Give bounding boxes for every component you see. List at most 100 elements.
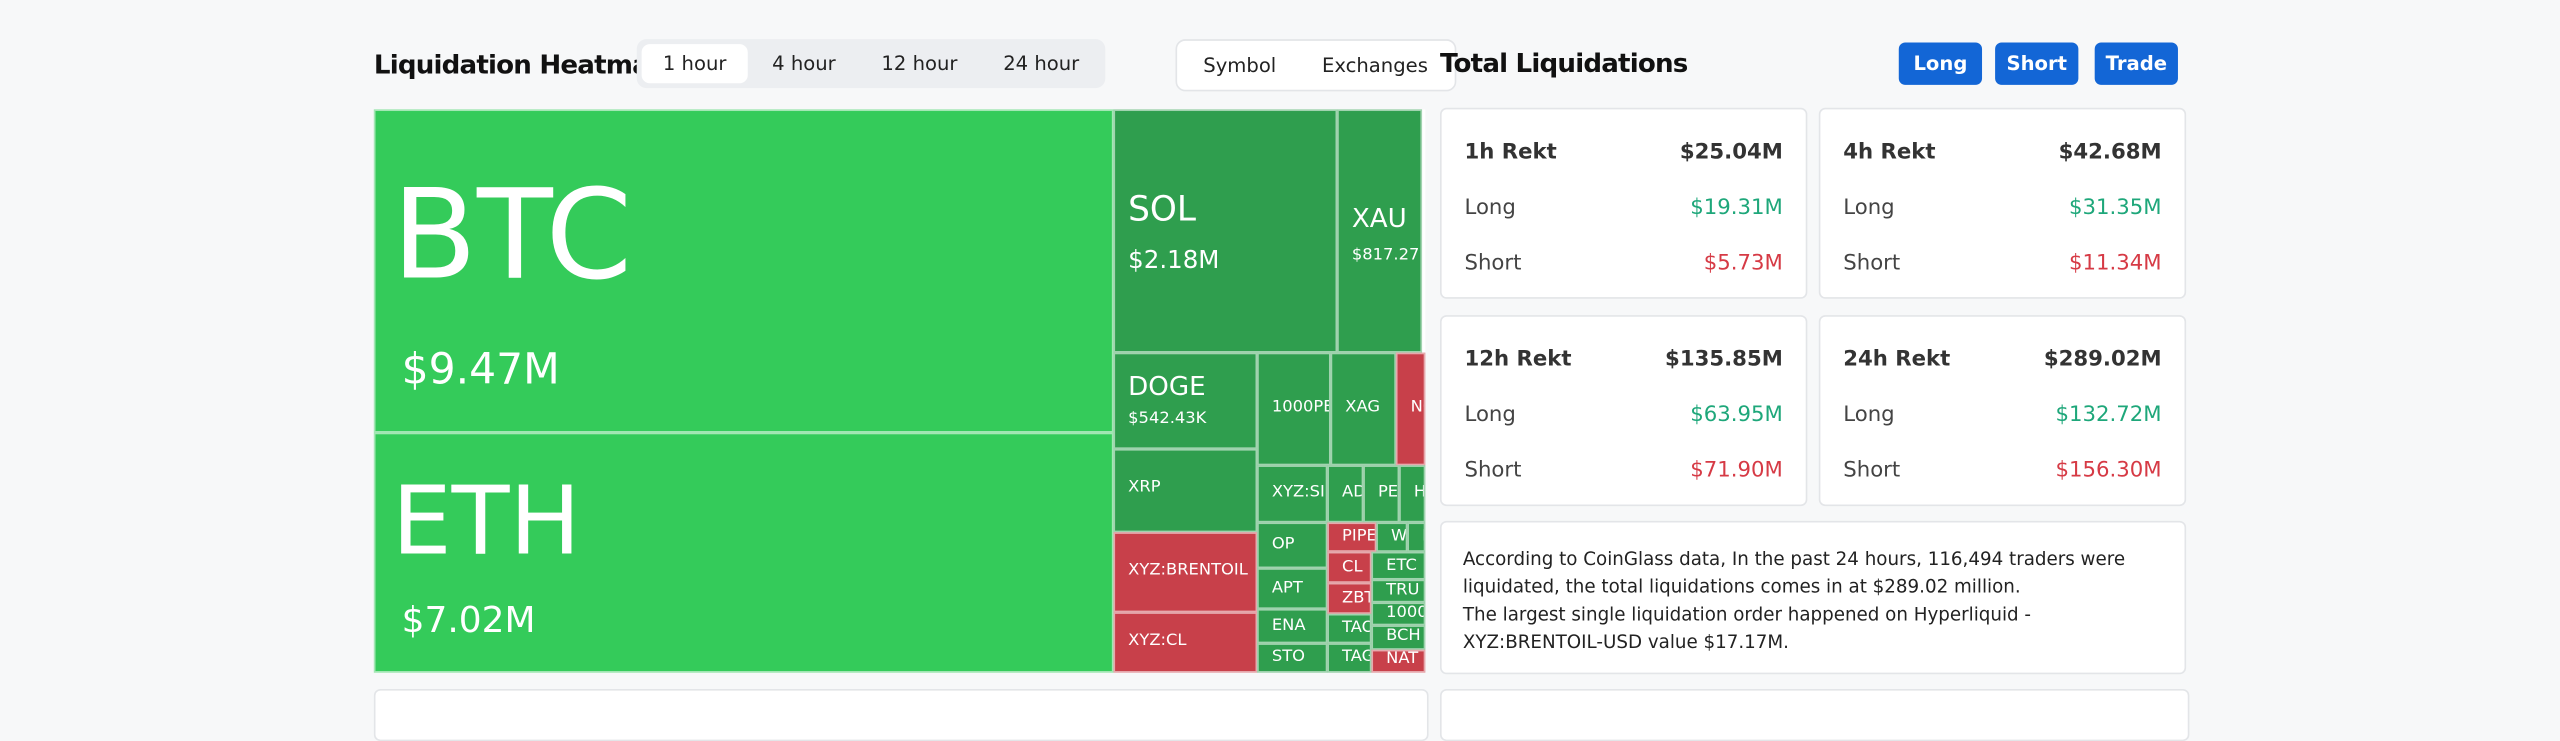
tile[interactable]: ETH $7.02M — [373, 432, 1114, 673]
row-label: Long — [1843, 403, 1895, 428]
row-value: $19.31M — [1690, 195, 1783, 221]
page: Liquidation Heatmap 1 hour 4 hour 12 hour 2… — [373, 39, 2190, 741]
tile[interactable]: 1000 — [1371, 602, 1426, 626]
card-row: Short $71.90M — [1464, 459, 1782, 483]
tile[interactable]: APT — [1257, 568, 1328, 609]
tile-label: SOL — [1128, 189, 1197, 229]
row-value: $5.73M — [1703, 251, 1783, 276]
view-tab[interactable]: Symbol — [1182, 45, 1298, 85]
tile-label: XRP — [1128, 478, 1161, 497]
card-header: 24h Rekt $289.02M — [1843, 348, 2161, 372]
card-title: 12h Rekt — [1464, 347, 1572, 373]
card-title: 24h Rekt — [1843, 347, 1951, 373]
tile[interactable]: XYZ:BRENTOIL — [1113, 532, 1258, 613]
tile[interactable]: XAG — [1330, 352, 1396, 466]
tile-label: ENA — [1271, 617, 1306, 636]
tile[interactable]: BTC $9.47M — [373, 109, 1114, 433]
tile-label: BTC — [391, 161, 633, 307]
rekt-card: 1h Rekt $25.04M Long $19.31M Short $5.73M — [1440, 107, 1808, 299]
card-total: $135.85M — [1665, 347, 1783, 373]
timeframe-tabs: 1 hour 4 hour 12 hour 24 hour — [636, 39, 1106, 89]
tile[interactable]: ZBT — [1327, 582, 1372, 614]
tile[interactable]: PIPE — [1327, 522, 1377, 552]
treemap: BTC $9.47M ETH $7.02M SOL $2.18M XAU $817.27K DO… — [373, 109, 1426, 673]
tile-label: ZBT — [1342, 589, 1372, 608]
card-row: Short $156.30M — [1843, 459, 2161, 483]
tile[interactable]: H — [1399, 465, 1426, 523]
tile[interactable]: DOGE $542.43K — [1113, 352, 1258, 449]
card-header: 12h Rekt $135.85M — [1464, 348, 1782, 372]
tile-value: $542.43K — [1128, 409, 1207, 428]
tile[interactable]: L — [1407, 522, 1426, 552]
tile[interactable]: XRP — [1113, 448, 1258, 533]
tile[interactable]: W — [1376, 522, 1408, 552]
card-row: Long $132.72M — [1843, 403, 2161, 427]
tile[interactable]: XYZ:SIL — [1257, 465, 1328, 523]
timeframe-tab[interactable]: 24 hour — [1003, 52, 1080, 76]
tile-label: PE — [1377, 483, 1399, 502]
tile-value: $817.27K — [1351, 246, 1421, 265]
tile[interactable]: TAG — [1327, 643, 1372, 673]
tile-label: W — [1391, 527, 1408, 546]
action-button[interactable]: Trade — [2094, 42, 2178, 85]
tile-label: H — [1413, 483, 1426, 502]
tile[interactable]: XAU $817.27K — [1337, 109, 1423, 353]
tile[interactable]: NAT — [1371, 649, 1426, 673]
tile-label: XAG — [1345, 398, 1381, 417]
card-total: $25.04M — [1679, 140, 1783, 165]
tile-label: 1000PE — [1271, 398, 1331, 417]
card-total: $289.02M — [2043, 347, 2162, 373]
row-label: Short — [1843, 458, 1901, 484]
tile[interactable]: XYZ:CL — [1113, 612, 1258, 673]
lower-panel — [1440, 688, 2190, 741]
row-value: $63.95M — [1690, 403, 1783, 428]
card-row: Long $63.95M — [1464, 403, 1782, 427]
row-label: Long — [1843, 195, 1895, 221]
tile[interactable]: CL — [1327, 551, 1372, 583]
tile-label: PIPE — [1342, 527, 1377, 546]
tile-label: TAG — [1342, 648, 1372, 667]
row-value: $11.34M — [2069, 251, 2162, 276]
tile-label: DOGE — [1128, 370, 1206, 402]
tile[interactable]: 1000PE — [1257, 352, 1331, 466]
timeframe-tab[interactable]: 4 hour — [772, 52, 836, 76]
tile-label: STO — [1271, 648, 1306, 667]
tile-label: XYZ:SIL — [1271, 483, 1326, 502]
tile-label: BCH — [1386, 626, 1421, 645]
card-title: 4h Rekt — [1843, 140, 1936, 165]
row-label: Long — [1464, 195, 1516, 221]
tile-label: XAU — [1351, 202, 1407, 234]
tile[interactable]: OP — [1257, 522, 1328, 569]
timeframe-tab[interactable]: 12 hour — [881, 52, 958, 76]
tile[interactable]: AD — [1327, 465, 1364, 523]
row-value: $156.30M — [2055, 458, 2162, 484]
card-header: 4h Rekt $42.68M — [1843, 140, 2161, 164]
tile[interactable]: BCH — [1371, 625, 1426, 650]
tile[interactable]: ETC — [1371, 551, 1426, 580]
rekt-card: 12h Rekt $135.85M Long $63.95M Short $71.90M — [1440, 315, 1808, 507]
view-tabs: Symbol Exchanges — [1175, 39, 1456, 92]
tile[interactable]: NC — [1395, 352, 1426, 466]
timeframe-tab[interactable]: 1 hour — [641, 44, 748, 84]
tile-label: NAT — [1386, 649, 1419, 668]
tile[interactable]: ENA — [1257, 608, 1328, 644]
card-title: 1h Rekt — [1464, 140, 1557, 165]
tile[interactable]: PE — [1363, 465, 1400, 523]
rekt-card: 4h Rekt $42.68M Long $31.35M Short $11.34M — [1818, 107, 2187, 299]
card-header: 1h Rekt $25.04M — [1464, 140, 1782, 164]
tile[interactable]: STO — [1257, 643, 1328, 673]
view-tab[interactable]: Exchanges — [1321, 53, 1428, 77]
tile-label: L — [1422, 528, 1424, 545]
tile-label: ETH — [391, 465, 581, 577]
tile[interactable]: SOL $2.18M — [1113, 109, 1338, 353]
lower-panel — [373, 688, 1429, 741]
card-row: Long $31.35M — [1843, 196, 2161, 220]
row-value: $132.72M — [2055, 403, 2162, 428]
action-button[interactable]: Short — [1995, 42, 2079, 85]
card-row: Long $19.31M — [1464, 196, 1782, 220]
tile[interactable]: TAO — [1327, 613, 1372, 644]
action-button[interactable]: Long — [1898, 42, 1983, 85]
stage: Liquidation Heatmap 1 hour 4 hour 12 hour 2… — [373, 39, 2190, 741]
tile-label: AD — [1342, 483, 1362, 502]
tile[interactable]: TRU — [1371, 579, 1426, 603]
